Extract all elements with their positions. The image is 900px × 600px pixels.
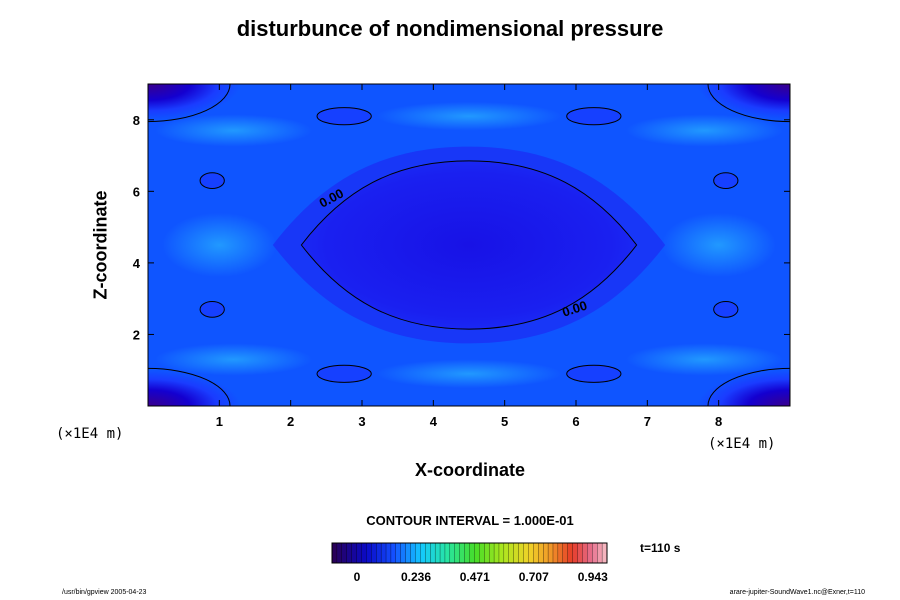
x-axis-label: X-coordinate [414, 460, 525, 480]
small-contour [199, 172, 225, 189]
field-highlight [155, 343, 313, 376]
y-tick-label: 4 [133, 256, 141, 271]
x-tick-label: 6 [572, 414, 579, 429]
footer-source: arare-jupiter-SoundWave1.nc@Exner,t=110 [729, 589, 865, 596]
small-contour [713, 301, 739, 318]
x-tick-label: 4 [430, 414, 438, 429]
x-tick-label: 2 [287, 414, 294, 429]
chart-title: disturbunce of nondimensional pressure [236, 16, 664, 41]
corner-minimum [148, 84, 241, 120]
field-highlight [661, 212, 776, 278]
x-tick-label: 5 [501, 414, 508, 429]
y-tick-label: 6 [133, 184, 140, 199]
central-minimum [301, 160, 637, 330]
x-tick-label: 8 [715, 414, 722, 429]
small-contour [566, 107, 622, 126]
small-contour [316, 364, 372, 383]
zero-contour [300, 160, 638, 330]
corner-minimum [148, 370, 241, 406]
x-tick-label: 1 [216, 414, 223, 429]
small-contour [713, 172, 739, 189]
small-contour [566, 364, 622, 383]
field-highlight [376, 359, 562, 389]
field-highlight [162, 212, 277, 278]
field-highlight [625, 114, 783, 147]
x-tick-label: 7 [644, 414, 651, 429]
contour-label: 0.00 [560, 298, 589, 320]
y-tick-label: 2 [133, 327, 140, 342]
axis-ticks: 1 2 3 4 5 6 7 8 2 4 6 8 [133, 84, 790, 429]
time-label: t=110 s [640, 541, 681, 555]
y-axis-label: Z-coordinate [90, 190, 111, 300]
footer-command: /usr/bin/gpview 2005-04-23 [62, 589, 147, 596]
y-tick-label: 8 [133, 113, 140, 128]
field-highlight [155, 114, 313, 147]
field-highlight [376, 101, 562, 131]
field-highlight [625, 343, 783, 376]
corner-minimum [697, 84, 790, 120]
small-contour [316, 107, 372, 126]
corner-minimum [697, 370, 790, 406]
plot-area [148, 84, 790, 406]
y-axis-unit: (×1E4 m) [56, 426, 124, 442]
x-tick-label: 3 [358, 414, 365, 429]
small-contour [199, 301, 225, 318]
contour-interval: CONTOUR INTERVAL = 1.000E-01 [366, 513, 574, 528]
x-axis-unit: (×1E4 m) [708, 436, 776, 452]
plot-frame [147, 83, 791, 407]
